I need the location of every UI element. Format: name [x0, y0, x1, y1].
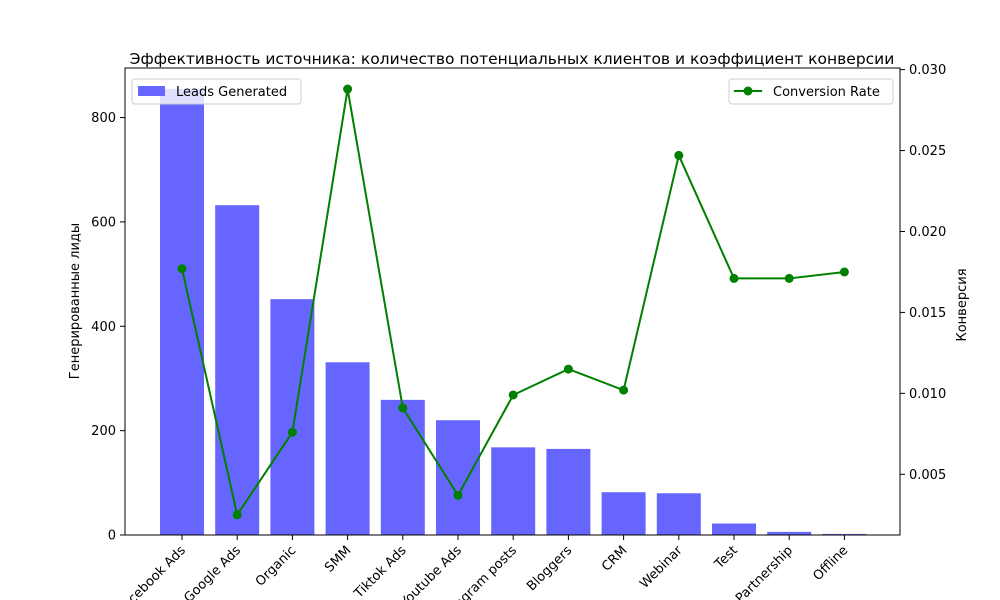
y-tick-label: 200 [91, 424, 116, 439]
y-axis-right: 0.005 0.010 0.015 0.020 0.025 0.030 [900, 63, 946, 483]
y-tick-label: 400 [91, 320, 116, 335]
conversion-point [729, 273, 739, 283]
legend-line-box [728, 78, 894, 105]
x-tick-label: Tiktok Ads [351, 543, 410, 600]
y-tick-label: 0 [108, 529, 116, 544]
y2-tick-label: 0.015 [909, 306, 946, 321]
x-tick-label: Organic [253, 543, 299, 589]
x-tick-label: Bloggers [524, 543, 575, 594]
chart-title: Эффективность источника: количество поте… [130, 50, 895, 68]
x-tick-label: Google Ads [181, 543, 244, 600]
bar [436, 420, 480, 535]
bars-group [160, 88, 867, 535]
conversion-point [563, 364, 573, 374]
conversion-point [398, 403, 408, 413]
y2-tick-label: 0.010 [909, 387, 946, 402]
conversion-point [619, 385, 629, 395]
bar [491, 447, 536, 535]
bar [546, 448, 591, 535]
bar [656, 493, 701, 535]
conversion-point [674, 150, 684, 160]
bar [325, 362, 370, 535]
bar [601, 492, 646, 535]
y-axis-left: 0 200 400 600 800 [91, 111, 125, 544]
y-tick-label: 600 [91, 215, 116, 230]
conversion-point [508, 390, 518, 400]
line-group [177, 84, 849, 520]
x-tick-label: Offline [810, 543, 851, 584]
y-axis-label: Генерированные лиды [68, 223, 83, 379]
conversion-point [287, 427, 297, 437]
bar [215, 205, 260, 535]
bar [822, 533, 867, 535]
conversion-point [343, 84, 353, 94]
x-tick-label: CRM [599, 543, 630, 574]
x-tick-label: Facebook Ads [115, 543, 189, 600]
plot-frame [124, 67, 901, 536]
legend-line-label: Conversion Rate [773, 85, 880, 100]
x-tick-label: Test [711, 543, 740, 572]
conversion-point [177, 264, 187, 274]
legend-line: Conversion Rate [728, 78, 894, 105]
bar [380, 399, 425, 535]
legend-bars-swatch [138, 86, 165, 96]
legend-bars-label: Leads Generated [176, 85, 287, 100]
y2-axis-label: Конверсия [955, 268, 970, 341]
conversion-point [839, 267, 849, 277]
conversion-point [232, 510, 242, 520]
y2-tick-label: 0.005 [909, 468, 946, 483]
y-tick-label: 800 [91, 111, 116, 126]
bar [767, 531, 812, 535]
bar [712, 523, 756, 535]
conversion-point [784, 273, 794, 283]
x-tick-label: Partnership [733, 543, 796, 600]
x-tick-label: SMM [322, 543, 354, 575]
conversion-point [453, 490, 463, 500]
x-tick-label: Webinar [637, 543, 686, 592]
y2-tick-label: 0.030 [909, 63, 946, 78]
legend-bars: Leads Generated [131, 78, 302, 105]
legend-bars-box [131, 78, 302, 105]
bar [160, 88, 204, 535]
legend-line-marker [743, 86, 753, 96]
y2-tick-label: 0.020 [909, 225, 946, 240]
y2-tick-label: 0.025 [909, 144, 946, 159]
